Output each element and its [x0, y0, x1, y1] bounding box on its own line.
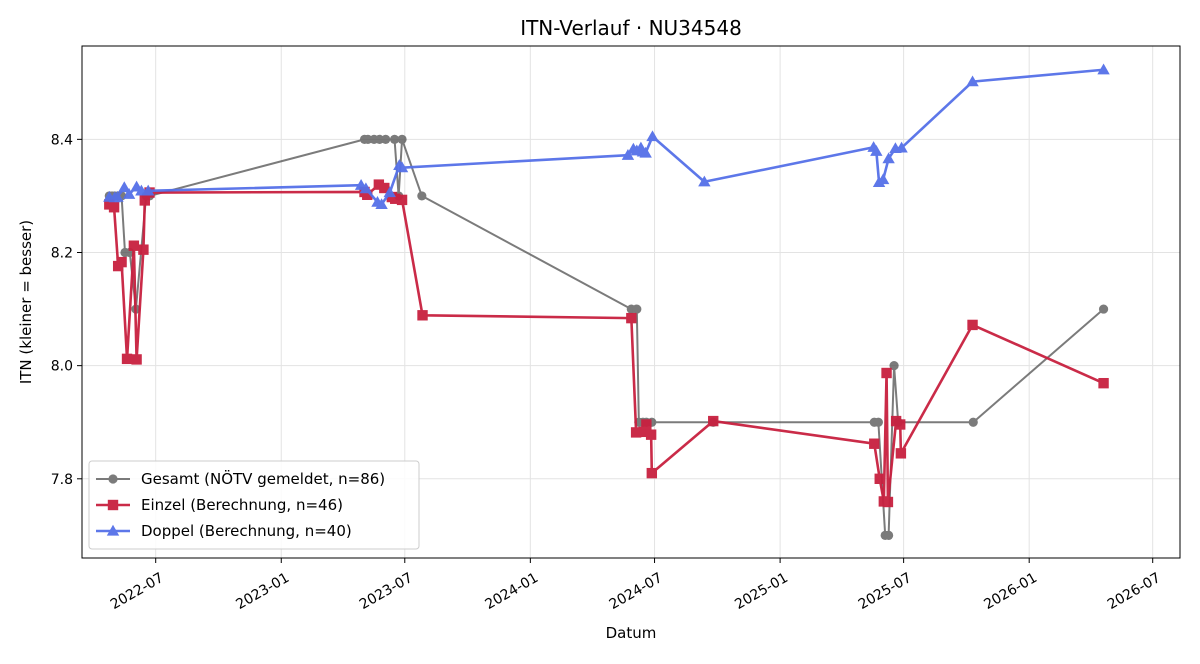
- legend-marker: [106, 524, 120, 536]
- data-point: [869, 438, 880, 449]
- x-tick-label: 2024-07: [607, 570, 666, 613]
- y-axis: 7.8 8.0 8.2 8.4: [51, 132, 82, 488]
- legend-label: Doppel (Berechnung, n=40): [141, 522, 352, 540]
- data-point: [108, 202, 120, 213]
- y-tick-label: 7.8: [51, 472, 73, 488]
- data-point: [389, 134, 400, 144]
- data-point: [1098, 377, 1109, 389]
- x-tick-label: 2024-01: [482, 570, 541, 613]
- legend-item: Doppel (Berechnung, n=40): [96, 522, 352, 540]
- plot-frame: [81, 45, 1181, 559]
- data-point: [122, 188, 136, 199]
- legend-label: Einzel (Berechnung, n=46): [141, 496, 343, 514]
- legend-marker: [108, 474, 118, 484]
- data-point: [1098, 304, 1109, 314]
- data-point: [646, 130, 659, 142]
- legend-box: [88, 460, 420, 550]
- data-point: [889, 361, 899, 371]
- data-point: [876, 173, 890, 185]
- data-point: [383, 186, 396, 198]
- x-tick-label: 2022-07: [108, 570, 167, 613]
- data-point: [111, 190, 124, 202]
- plot-series: [103, 63, 1110, 540]
- x-tick-label: 2025-07: [856, 570, 915, 613]
- series-triangle: [103, 63, 1110, 210]
- data-point: [1097, 63, 1110, 75]
- data-point: [139, 195, 150, 206]
- x-tick-label: 2025-01: [732, 570, 791, 613]
- data-point: [417, 310, 428, 321]
- data-point: [128, 240, 140, 251]
- chart-title: ITN-Verlauf · NU34548: [520, 16, 742, 40]
- data-point: [138, 244, 149, 255]
- data-point: [626, 312, 637, 324]
- data-point: [881, 367, 892, 379]
- data-point: [632, 304, 642, 314]
- data-point: [646, 467, 658, 479]
- data-point: [968, 417, 978, 427]
- data-point: [873, 417, 883, 427]
- data-point: [118, 181, 131, 193]
- y-tick-label: 8.4: [51, 132, 73, 148]
- legend-swatch: [96, 524, 130, 536]
- data-point: [121, 353, 133, 365]
- y-tick-label: 8.2: [51, 245, 73, 261]
- data-point: [882, 152, 895, 164]
- data-point: [966, 75, 979, 87]
- data-point: [895, 448, 907, 459]
- data-point: [621, 148, 635, 160]
- data-point: [698, 175, 711, 187]
- data-point: [397, 134, 407, 144]
- series-line: [108, 183, 1105, 504]
- data-point: [359, 182, 373, 194]
- legend-swatch: [96, 474, 130, 484]
- data-point: [882, 496, 894, 508]
- data-point: [639, 146, 652, 158]
- data-point: [375, 198, 388, 210]
- grid-lines: [82, 46, 1180, 558]
- legend-swatch: [96, 499, 130, 511]
- data-point: [362, 189, 373, 200]
- data-point: [395, 161, 409, 173]
- data-point: [967, 319, 978, 331]
- x-tick-label: 2026-01: [981, 570, 1040, 613]
- data-point: [895, 141, 908, 153]
- legend-item: Gesamt (NÖTV gemeldet, n=86): [96, 469, 385, 488]
- data-point: [870, 145, 883, 156]
- legend-label: Gesamt (NÖTV gemeldet, n=86): [141, 469, 385, 488]
- data-point: [895, 419, 906, 430]
- data-point: [708, 415, 719, 427]
- x-axis: 2022-07 2023-01 2023-07 2024-01 2024-07 2025-…: [108, 558, 1164, 613]
- data-point: [874, 473, 885, 484]
- data-point: [417, 191, 427, 201]
- data-point: [884, 530, 894, 540]
- data-point: [645, 429, 657, 440]
- data-point: [116, 256, 127, 268]
- series-line: [109, 68, 1104, 206]
- chart-legend: Gesamt (NÖTV gemeldet, n=86) Einzel (Bere…: [88, 460, 420, 550]
- data-point: [638, 426, 649, 438]
- data-point: [630, 427, 642, 438]
- y-axis-label: ITN (kleiner = besser): [17, 220, 35, 384]
- x-axis-label: Datum: [606, 624, 657, 642]
- data-point: [141, 184, 155, 196]
- x-tick-label: 2026-07: [1105, 570, 1164, 613]
- data-point: [131, 354, 142, 365]
- x-tick-label: 2023-01: [233, 570, 292, 613]
- data-point: [373, 179, 385, 190]
- x-tick-label: 2023-07: [357, 570, 416, 613]
- series-square: [104, 179, 1109, 508]
- data-point: [396, 194, 408, 206]
- legend-item: Einzel (Berechnung, n=46): [96, 496, 343, 514]
- legend-marker: [107, 499, 119, 511]
- data-point: [390, 193, 401, 204]
- data-point: [641, 419, 652, 430]
- y-tick-label: 8.0: [51, 359, 73, 375]
- data-point: [381, 134, 391, 144]
- data-point: [379, 182, 390, 194]
